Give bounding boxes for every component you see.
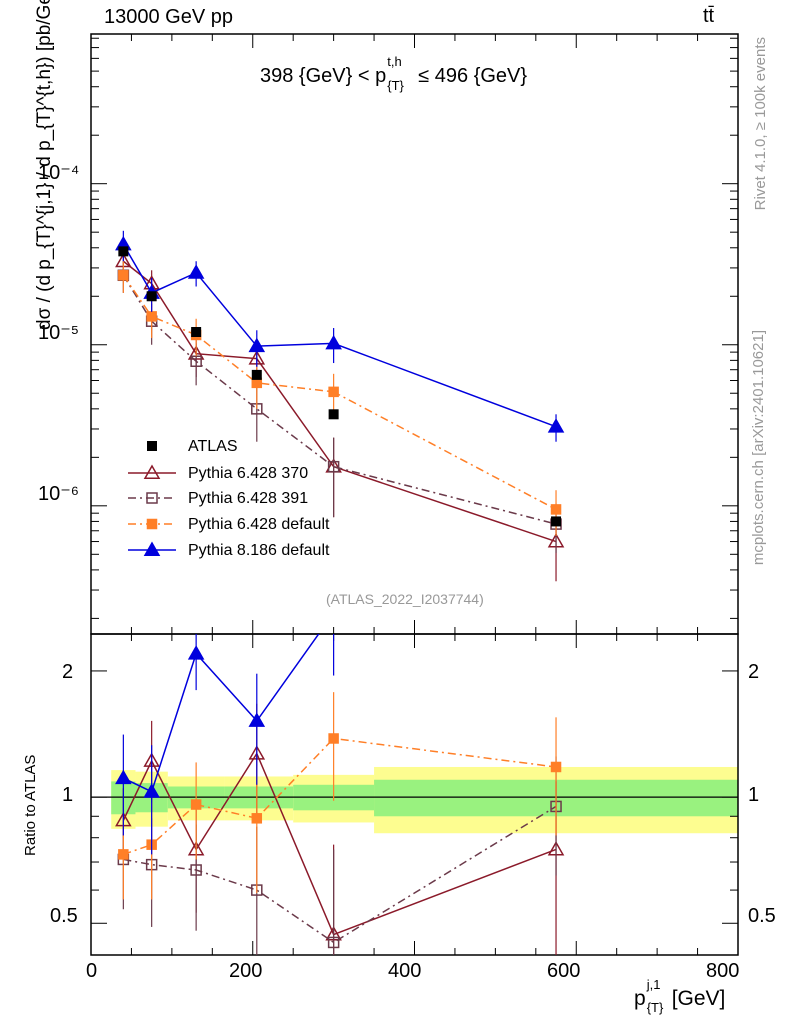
legend-marker-shape [143,541,161,556]
data-point [551,516,562,527]
ratio-point [118,849,129,860]
rivet-label: Rivet 4.1.0, ≥ 100k events [752,37,769,211]
energy-label: 13000 GeV pp [104,6,233,28]
legend-marker [146,492,158,504]
series-point [550,504,562,515]
cut-label-rhs: ≤ 496 {GeV} [418,65,528,87]
ratio-tick-label: 2 [62,661,74,683]
x-tick-label: 200 [229,960,263,982]
analysis-id-label: (ATLAS_2022_I2037744) [326,591,484,607]
legend-label-py6-default: Pythia 6.428 default [188,516,330,533]
legend-marker-atlas [147,441,157,451]
legend-label-py6-391: Pythia 6.428 391 [188,490,309,507]
lower-series-group [115,606,565,955]
ratio-point [143,783,160,798]
ratio-tick-label: 1 [62,784,74,806]
series-line [122,260,557,543]
ratio-point [190,799,202,810]
cut-label-lhs: 398 {GeV} < p [260,65,387,87]
x-axis-label-sub: {T} [646,1000,664,1015]
ratio-point [550,761,562,773]
series-point [187,264,205,279]
data-point [251,369,262,380]
process-label: tt̄ [703,5,715,27]
x-axis-label-unit: [GeV] [671,987,726,1010]
legend-marker-shape [143,464,161,479]
x-axis-label: p j,1 {T} [GeV] [634,977,726,1015]
series-point [325,334,342,350]
cut-label: 398 {GeV} < p t,h {T} ≤ 496 {GeV} [260,54,528,93]
ratio-line [123,634,320,793]
series-point [190,355,202,367]
ratio-point [187,645,205,660]
x-axis-label-sup: j,1 [646,977,661,992]
series-line [122,274,557,511]
legend-label-py6-370: Pythia 6.428 370 [188,465,309,482]
cut-label-sub: {T} [387,78,404,93]
x-tick-label: 0 [86,960,98,982]
ratio-point [251,813,263,824]
y-tick-label: 10⁻⁴ [38,162,80,184]
series-point [248,337,266,353]
ratio-tick-label-right: 0.5 [748,905,776,927]
series-line [122,243,557,428]
series-point [146,311,157,322]
ratio-point [327,936,340,949]
legend-marker [143,464,161,479]
legend-label-py8-default: Pythia 8.186 default [188,542,330,559]
series-point [327,460,340,473]
legend-marker-shape [146,492,158,504]
y-tick-label: 10⁻⁶ [38,483,80,505]
cut-label-sup: t,h [387,54,402,69]
data-point [328,409,339,420]
data-point [191,327,202,338]
ratio-tick-label: 0.5 [50,905,78,927]
series-point [118,270,129,281]
ratio-point [115,769,132,785]
ratio-point [327,606,341,618]
ratio-tick-label-right: 2 [748,661,760,683]
x-tick-label: 800 [706,960,740,982]
y-axis-label: dσ / (d p_{T}^{j,1} / d p_{T}^{t,h}) [pb… [34,0,55,330]
legend-marker [143,541,161,556]
data-point [118,246,129,257]
series-point [547,418,565,433]
x-tick-label: 600 [547,960,581,982]
x-axis-label-main: p [634,987,646,1010]
series-line [122,274,557,525]
upper-series-group [115,230,565,582]
legend-marker-shape [146,518,158,530]
ratio-tick-label-right: 1 [748,784,760,806]
series-point [328,386,339,398]
legend-label-atlas: ATLAS [188,438,238,455]
y-tick-label: 10⁻⁵ [38,322,80,344]
ratio-point [328,733,339,744]
data-point [146,291,157,302]
ratio-point [190,864,202,876]
x-tick-label: 400 [388,960,422,982]
ratio-y-axis-label: Ratio to ATLAS [22,754,39,856]
mcplots-label: mcplots.cern.ch [arXiv:2401.10621] [750,330,767,566]
legend-marker [146,518,158,530]
ratio-point [248,712,266,727]
